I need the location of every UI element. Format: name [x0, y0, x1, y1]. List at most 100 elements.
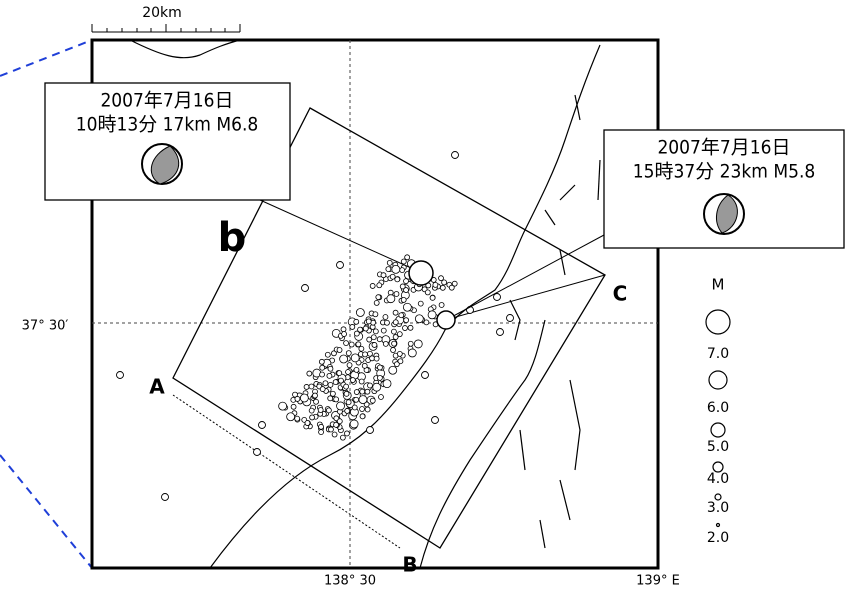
epicenter	[343, 383, 350, 390]
epicenter	[399, 283, 406, 290]
epicenter	[364, 406, 371, 413]
legend-circle	[714, 493, 722, 501]
epicenter	[367, 382, 373, 389]
section-box	[172, 107, 606, 549]
epicenter	[366, 426, 374, 434]
epicenter	[388, 365, 398, 375]
legend-circle	[710, 422, 726, 438]
epicenter	[319, 364, 326, 371]
epicenter	[359, 388, 366, 395]
epicenter	[116, 371, 124, 379]
scale-bar	[91, 24, 241, 33]
epicenter	[429, 294, 436, 301]
epicenter	[309, 414, 316, 421]
epicenter	[318, 423, 324, 430]
epicenter	[318, 429, 324, 436]
epicenter	[253, 448, 261, 456]
epicenter	[327, 381, 334, 388]
epicenter	[351, 404, 358, 411]
epicenters	[116, 151, 514, 501]
epicenter	[304, 420, 311, 426]
focal-mechanism	[703, 193, 745, 235]
epicenter	[394, 276, 401, 283]
point-label: C	[613, 282, 628, 306]
legend-title: M	[712, 276, 725, 294]
epicenter	[336, 418, 343, 425]
zoom-line	[0, 454, 93, 569]
epicenter	[403, 287, 409, 293]
epicenter	[393, 361, 400, 368]
callout-date: 2007年7月16日	[657, 137, 790, 159]
epicenter	[313, 398, 319, 405]
legend-circle	[712, 461, 724, 473]
epicenter	[390, 347, 396, 353]
epicenter	[451, 280, 458, 287]
epicenter	[353, 318, 360, 325]
epicenter	[161, 493, 169, 501]
epicenter	[319, 386, 326, 392]
epicenter	[414, 314, 424, 324]
epicenter	[318, 358, 325, 365]
epicenter	[353, 389, 360, 395]
epicenter	[380, 272, 387, 279]
epicenter	[325, 407, 332, 414]
epicenter	[341, 331, 347, 337]
epicenter	[375, 294, 382, 301]
epicenter	[382, 379, 392, 389]
epicenter	[344, 430, 350, 437]
epicenter	[438, 275, 444, 282]
focal-mechanism	[141, 143, 183, 185]
epicenter	[396, 331, 403, 338]
epicenter	[327, 395, 334, 402]
lat-label: 37° 30′	[22, 319, 69, 334]
epicenter	[278, 401, 288, 411]
epicenter	[303, 384, 310, 390]
epicenter	[367, 350, 373, 357]
scale-label: 20km	[142, 5, 182, 21]
epicenter	[407, 324, 414, 331]
epicenter	[372, 382, 382, 392]
epicenter	[431, 416, 439, 424]
epicenter	[391, 340, 397, 347]
epicenter	[333, 421, 339, 428]
epicenter	[398, 312, 405, 319]
epicenter	[294, 396, 301, 402]
epicenter	[319, 371, 325, 378]
epicenter	[353, 330, 360, 337]
epicenter	[448, 284, 455, 291]
epicenter	[349, 377, 356, 383]
epicenter	[373, 355, 380, 362]
epicenter	[306, 370, 313, 377]
epicenter	[392, 309, 399, 316]
leader-line	[445, 234, 605, 321]
point-label: B	[402, 553, 417, 577]
epicenter	[345, 369, 351, 375]
epicenter	[399, 267, 406, 274]
epicenter	[384, 319, 390, 326]
epicenter	[402, 302, 412, 312]
epicenter	[331, 350, 337, 357]
epicenter	[336, 401, 345, 411]
epicenter	[371, 342, 378, 348]
epicenter	[339, 354, 349, 364]
mainshock	[408, 260, 434, 286]
epicenter	[496, 328, 504, 336]
epicenter	[359, 413, 366, 420]
epicenter	[345, 350, 352, 356]
epicenter	[349, 419, 359, 429]
epicenter	[369, 397, 376, 404]
section-label: b	[218, 215, 247, 261]
lon-label: 139° E	[636, 574, 680, 589]
epicenter	[355, 308, 365, 317]
epicenter	[292, 391, 298, 398]
epicenter	[349, 324, 356, 330]
legend-label: 5.0	[707, 439, 729, 455]
epicenter	[421, 371, 429, 379]
epicenter	[407, 340, 414, 347]
epicenter	[389, 273, 396, 280]
leader-line	[259, 199, 421, 273]
epicenter	[358, 395, 368, 404]
epicenter	[392, 319, 399, 326]
lon-label: 138° 30	[324, 574, 376, 589]
epicenter	[372, 328, 379, 335]
